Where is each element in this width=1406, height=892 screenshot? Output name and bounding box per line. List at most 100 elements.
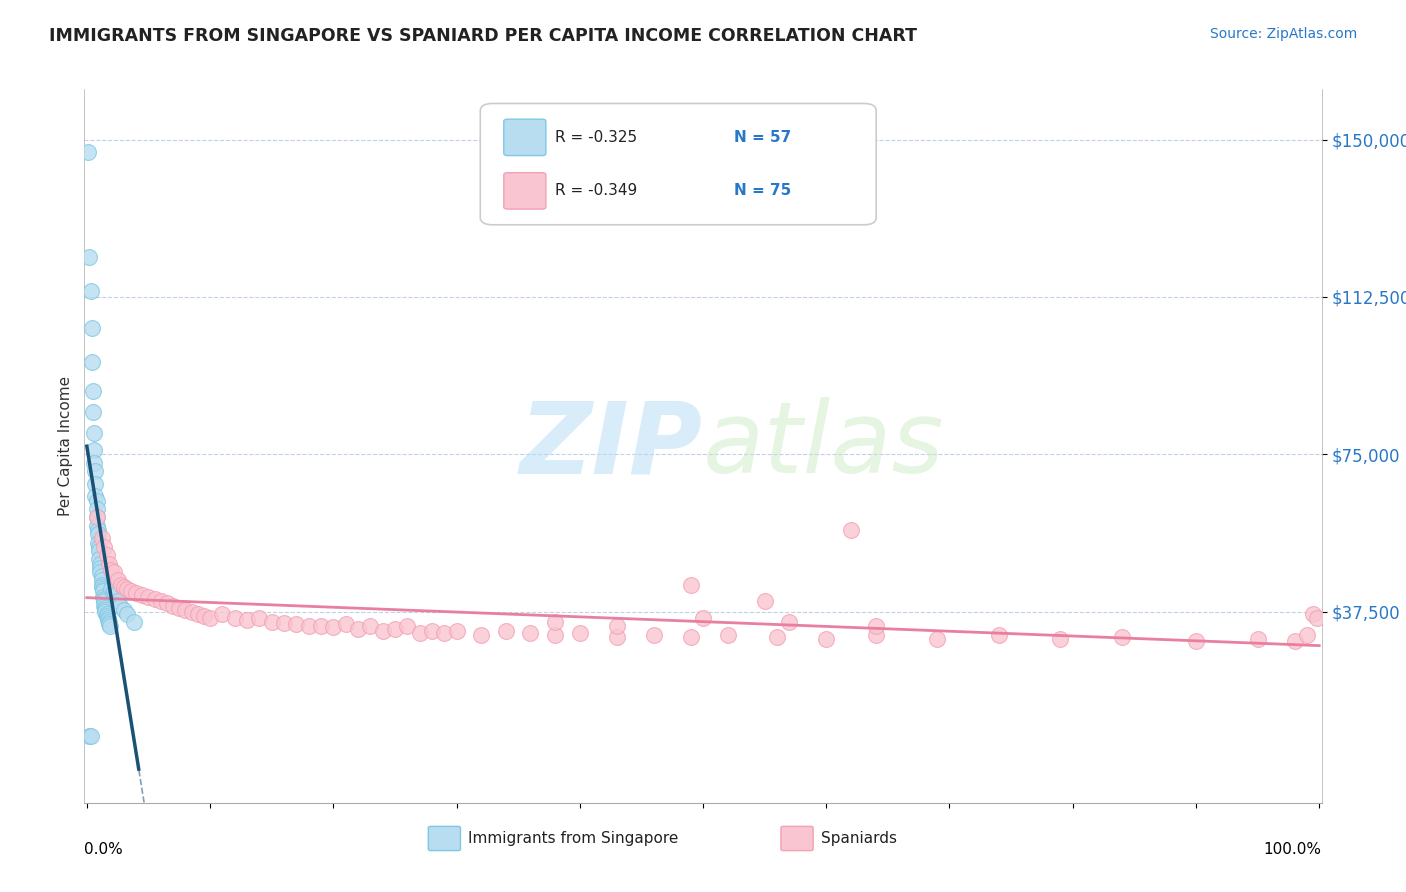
Text: ZIP: ZIP: [520, 398, 703, 494]
Point: [236, 613, 259, 627]
Point: [987, 628, 1010, 642]
Point: [87, 527, 110, 541]
Point: [384, 622, 406, 636]
FancyBboxPatch shape: [481, 103, 876, 225]
Point: [865, 619, 887, 633]
FancyBboxPatch shape: [429, 826, 461, 851]
Point: [83, 443, 105, 458]
Point: [198, 611, 221, 625]
Point: [156, 596, 179, 610]
Point: [93, 599, 115, 613]
Point: [80, 321, 103, 335]
Point: [97, 611, 120, 625]
Point: [90, 532, 112, 546]
Point: [606, 630, 628, 644]
Point: [89, 552, 111, 566]
Point: [273, 616, 295, 631]
Point: [766, 630, 789, 644]
Point: [91, 590, 114, 604]
Point: [778, 615, 800, 630]
Point: [94, 600, 117, 615]
Point: [103, 583, 125, 598]
Point: [359, 618, 381, 632]
Point: [80, 355, 103, 369]
Point: [125, 586, 148, 600]
Point: [927, 632, 949, 646]
Point: [79, 729, 101, 743]
Point: [815, 632, 838, 646]
Point: [544, 628, 567, 642]
Point: [96, 548, 118, 562]
Point: [86, 502, 108, 516]
Point: [446, 624, 468, 638]
Point: [87, 523, 110, 537]
Point: [86, 493, 108, 508]
Point: [335, 617, 357, 632]
Point: [692, 611, 714, 625]
Point: [865, 628, 887, 642]
Point: [83, 426, 105, 441]
Point: [568, 625, 591, 640]
Point: [82, 405, 104, 419]
Point: [298, 618, 321, 632]
Text: N = 75: N = 75: [734, 184, 792, 198]
Point: [86, 510, 108, 524]
Point: [347, 622, 370, 636]
Point: [1185, 634, 1208, 648]
Point: [120, 583, 142, 598]
Point: [108, 599, 131, 613]
Point: [86, 518, 108, 533]
Point: [90, 574, 112, 588]
Point: [544, 615, 567, 630]
Point: [162, 599, 184, 613]
Point: [260, 615, 283, 630]
Text: Source: ZipAtlas.com: Source: ZipAtlas.com: [1209, 27, 1357, 41]
Point: [224, 611, 246, 625]
FancyBboxPatch shape: [503, 173, 546, 209]
Text: IMMIGRANTS FROM SINGAPORE VS SPANIARD PER CAPITA INCOME CORRELATION CHART: IMMIGRANTS FROM SINGAPORE VS SPANIARD PE…: [49, 27, 917, 45]
Point: [167, 600, 190, 615]
Point: [93, 594, 115, 608]
Point: [104, 588, 127, 602]
Point: [174, 603, 197, 617]
Point: [519, 625, 541, 640]
Text: 0.0%: 0.0%: [84, 842, 124, 857]
FancyBboxPatch shape: [780, 826, 813, 851]
Point: [84, 489, 107, 503]
Point: [1284, 634, 1306, 648]
Point: [396, 619, 419, 633]
Point: [82, 384, 104, 399]
Point: [89, 565, 111, 579]
Point: [143, 592, 166, 607]
Point: [470, 628, 492, 642]
Point: [98, 557, 121, 571]
Point: [90, 569, 112, 583]
Point: [187, 607, 209, 621]
Point: [87, 535, 110, 549]
Point: [717, 628, 740, 642]
Point: [322, 620, 344, 634]
Point: [79, 284, 101, 298]
Point: [84, 476, 107, 491]
Point: [112, 580, 135, 594]
Point: [839, 523, 862, 537]
Point: [93, 540, 115, 554]
Point: [79, 729, 101, 743]
Point: [89, 560, 111, 574]
Point: [1111, 630, 1133, 644]
Point: [112, 603, 135, 617]
Point: [117, 607, 139, 621]
Point: [96, 607, 118, 621]
Point: [643, 628, 665, 642]
Point: [285, 617, 308, 632]
Point: [754, 594, 776, 608]
Point: [1305, 611, 1327, 625]
Point: [149, 594, 172, 608]
Point: [1246, 632, 1268, 646]
Point: [433, 625, 456, 640]
Point: [1295, 628, 1317, 642]
Text: atlas: atlas: [703, 398, 945, 494]
Text: R = -0.349: R = -0.349: [554, 184, 637, 198]
Point: [117, 582, 139, 596]
Point: [89, 544, 111, 558]
